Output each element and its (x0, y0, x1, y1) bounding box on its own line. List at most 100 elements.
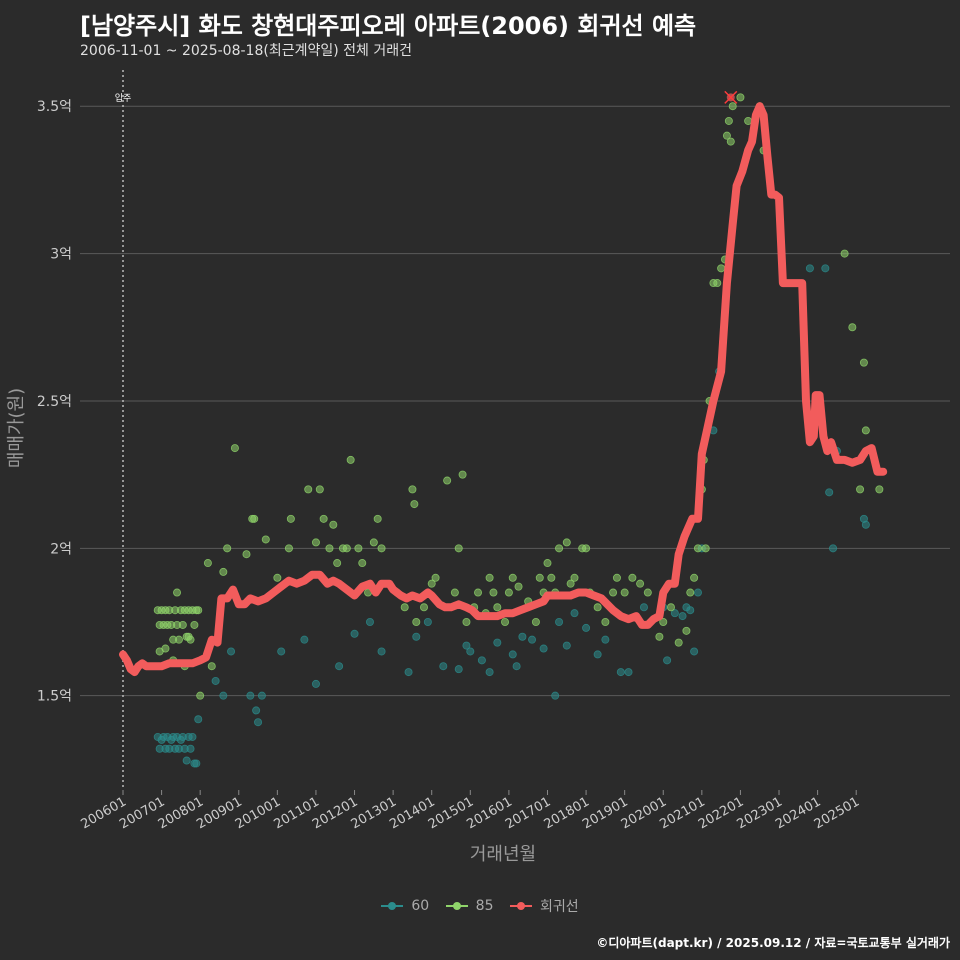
point-85 (462, 618, 471, 627)
point-85 (408, 485, 417, 494)
point-85 (190, 620, 199, 629)
point-85 (555, 544, 564, 553)
point-85 (601, 618, 610, 627)
point-85 (612, 573, 621, 582)
point-60 (639, 603, 648, 612)
legend-item-regression: 회귀선 (509, 896, 579, 916)
point-60 (512, 662, 521, 671)
point-60 (593, 650, 602, 659)
point-60 (423, 618, 432, 627)
chart-subtitle: 2006-11-01 ~ 2025-08-18(최근계약일) 전체 거래건 (80, 43, 412, 59)
point-85 (531, 618, 540, 627)
point-85 (736, 93, 745, 102)
point-85 (543, 559, 552, 568)
point-85 (514, 582, 523, 591)
point-85 (508, 573, 517, 582)
point-60 (477, 656, 486, 665)
points-layer (153, 93, 884, 768)
point-85 (628, 573, 637, 582)
point-85 (713, 279, 722, 288)
point-60 (300, 635, 309, 644)
point-85 (354, 544, 363, 553)
point-85 (203, 559, 212, 568)
point-60 (690, 647, 699, 656)
point-60 (404, 668, 413, 677)
point-60 (670, 609, 679, 618)
legend-label-regression: 회귀선 (539, 899, 579, 915)
point-85 (284, 544, 293, 553)
regression-line (119, 102, 888, 677)
point-85 (859, 358, 868, 367)
point-60 (335, 662, 344, 671)
y-tick-label: 1.5억 (37, 689, 72, 705)
legend-label-60: 60 (411, 898, 430, 914)
point-60 (493, 638, 502, 647)
legend-key-regression (509, 899, 532, 913)
point-60 (365, 618, 374, 627)
point-60 (311, 679, 320, 688)
point-85 (717, 264, 726, 273)
max-cross-b (724, 90, 738, 104)
point-85 (304, 485, 313, 494)
point-85 (701, 544, 710, 553)
point-60 (821, 264, 830, 273)
point-60 (211, 676, 220, 685)
legend-key-85 (445, 899, 468, 913)
point-85 (724, 116, 733, 125)
point-85 (722, 131, 731, 140)
point-60 (186, 744, 195, 753)
point-85 (504, 588, 513, 597)
point-85 (666, 603, 675, 612)
point-85 (286, 514, 295, 523)
point-60 (582, 623, 591, 632)
point-85 (333, 559, 342, 568)
point-85 (369, 538, 378, 547)
point-85 (726, 137, 735, 146)
point-60 (462, 641, 471, 650)
point-60 (182, 756, 191, 765)
point-85 (593, 603, 602, 612)
point-85 (848, 323, 857, 332)
point-60 (693, 588, 702, 597)
point-85 (196, 691, 205, 700)
point-85 (184, 632, 193, 641)
point-60 (412, 632, 421, 641)
point-60 (555, 618, 564, 627)
point-60 (570, 609, 579, 618)
axis-layer: 1.5억2억2.5억3억3.5억200601200701200801200901… (37, 99, 862, 832)
point-85 (690, 573, 699, 582)
point-85 (582, 544, 591, 553)
regression-layer (119, 102, 888, 677)
point-85 (230, 444, 239, 453)
point-85 (242, 550, 251, 559)
point-60 (252, 706, 261, 715)
point-60 (562, 641, 571, 650)
point-85 (261, 535, 270, 544)
point-85 (400, 603, 409, 612)
point-60 (188, 732, 197, 741)
point-60 (678, 612, 687, 621)
point-60 (686, 606, 695, 615)
point-85 (174, 635, 183, 644)
point-60 (219, 691, 228, 700)
chart-title: [남양주시] 화도 창현대주피오레 아파트(2006) 회귀선 예측 (80, 12, 697, 40)
point-85 (431, 573, 440, 582)
point-85 (219, 567, 228, 576)
point-60 (454, 665, 463, 674)
move-in-label: 입주 (115, 92, 132, 104)
point-85 (373, 514, 382, 523)
point-85 (161, 644, 170, 653)
point-85 (419, 603, 428, 612)
y-tick-label: 3.5억 (37, 99, 72, 115)
point-85 (207, 662, 216, 671)
point-60 (485, 668, 494, 677)
point-60 (439, 662, 448, 671)
point-85 (570, 573, 579, 582)
point-60 (861, 520, 870, 529)
point-85 (178, 620, 187, 629)
point-85 (636, 579, 645, 588)
point-85 (547, 573, 556, 582)
point-60 (624, 668, 633, 677)
point-85 (358, 559, 367, 568)
